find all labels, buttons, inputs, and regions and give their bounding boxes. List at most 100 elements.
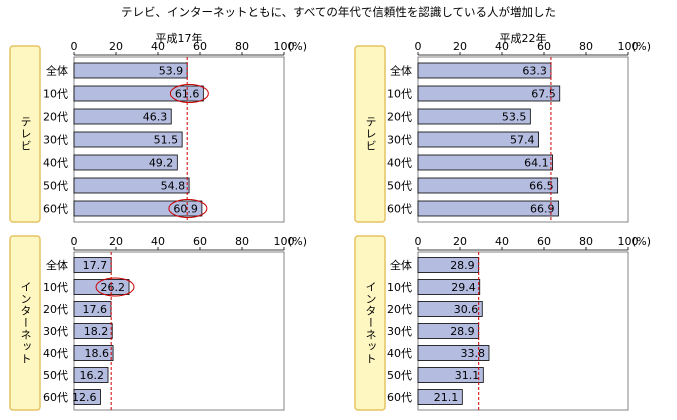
bar-value-label-1-3: 57.4 [510, 134, 535, 147]
x-tick-label-1-4: 80 [579, 40, 593, 53]
category-label-2-1: 10代 [43, 281, 68, 294]
x-tick-label-3-1: 20 [453, 235, 467, 248]
bar-value-label-2-3: 18.2 [84, 325, 109, 338]
category-label-2-6: 60代 [43, 391, 68, 404]
x-tick-label-0-3: 60 [193, 40, 207, 53]
category-label-3-1: 10代 [387, 281, 412, 294]
bar-value-label-2-0: 17.7 [83, 259, 108, 272]
bar-value-label-2-4: 18.6 [85, 347, 110, 360]
bar-value-label-2-6: 12.6 [72, 391, 97, 404]
group-label-box-2 [9, 235, 41, 411]
x-tick-label-0-5: 100 [274, 40, 295, 53]
bar-value-label-2-1: 26.2 [101, 281, 126, 294]
bar-2-3 [73, 323, 113, 339]
bar-value-label-3-1: 29.4 [451, 281, 476, 294]
x-tick-label-2-4: 80 [235, 235, 249, 248]
bar-2-1 [73, 279, 130, 295]
category-label-3-4: 40代 [387, 347, 412, 360]
x-unit-3: (%) [632, 235, 651, 248]
x-tick-label-1-1: 20 [453, 40, 467, 53]
bar-3-5 [417, 367, 484, 383]
bar-3-6 [417, 389, 463, 405]
bar-value-label-0-3: 51.5 [154, 134, 179, 147]
bar-value-label-1-5: 66.5 [529, 180, 554, 193]
x-tick-label-0-2: 40 [151, 40, 165, 53]
category-label-2-5: 50代 [43, 369, 68, 382]
highlight-ellipse-0-1 [169, 84, 209, 103]
category-label-0-4: 40代 [43, 157, 68, 170]
bar-1-2 [417, 108, 531, 125]
bar-value-label-1-0: 63.3 [522, 65, 547, 78]
bar-value-label-1-2: 53.5 [502, 111, 527, 124]
x-tick-label-0-1: 20 [109, 40, 123, 53]
category-label-3-0: 全体 [390, 258, 412, 272]
bar-2-5 [73, 367, 109, 383]
x-tick-label-3-4: 80 [579, 235, 593, 248]
bar-1-0 [417, 62, 552, 79]
category-label-1-6: 60代 [387, 203, 412, 216]
group-label-1: テレビ [364, 116, 377, 152]
group-label-0: テレビ [19, 116, 32, 152]
highlight-ellipse-0-6 [168, 199, 208, 218]
bar-value-label-0-0: 53.9 [159, 65, 184, 78]
category-label-3-5: 50代 [387, 369, 412, 382]
bar-value-label-3-3: 28.9 [450, 325, 475, 338]
bar-3-2 [417, 301, 483, 317]
x-tick-label-2-1: 20 [109, 235, 123, 248]
group-label-box-0 [9, 45, 41, 223]
bar-value-label-3-5: 31.1 [455, 369, 480, 382]
category-label-1-5: 50代 [387, 180, 412, 193]
x-tick-label-3-5: 100 [618, 235, 639, 248]
category-label-1-1: 10代 [387, 88, 412, 101]
bar-0-2 [73, 108, 172, 125]
highlight-ellipse-2-1 [95, 277, 135, 297]
chart-title-0: 平成17年 [156, 31, 203, 45]
x-tick-label-3-2: 40 [495, 235, 509, 248]
category-label-3-6: 60代 [387, 391, 412, 404]
bar-value-label-1-1: 67.5 [531, 88, 556, 101]
bar-value-label-2-2: 17.6 [82, 303, 107, 316]
bar-3-1 [417, 279, 481, 295]
category-label-2-0: 全体 [46, 258, 68, 272]
category-label-1-2: 20代 [387, 111, 412, 124]
x-tick-label-3-0: 0 [415, 235, 422, 248]
chart-title-1: 平成22年 [500, 31, 547, 45]
bar-value-label-3-2: 30.6 [454, 303, 479, 316]
bar-0-3 [73, 131, 183, 148]
category-label-0-3: 30代 [43, 134, 68, 147]
bar-2-6 [73, 389, 101, 405]
category-label-3-2: 20代 [387, 303, 412, 316]
x-tick-label-1-5: 100 [618, 40, 639, 53]
bar-value-label-3-6: 21.1 [434, 391, 459, 404]
group-label-3: インターネット [364, 281, 377, 365]
bar-3-3 [417, 323, 480, 339]
x-tick-label-1-3: 60 [537, 40, 551, 53]
category-label-0-1: 10代 [43, 88, 68, 101]
bar-1-5 [417, 177, 559, 194]
bar-3-4 [417, 345, 490, 361]
category-label-0-0: 全体 [46, 64, 68, 78]
category-label-2-4: 40代 [43, 347, 68, 360]
x-tick-label-2-5: 100 [274, 235, 295, 248]
x-tick-label-1-2: 40 [495, 40, 509, 53]
bar-0-4 [73, 154, 178, 171]
x-unit-1: (%) [632, 40, 651, 53]
bar-value-label-0-4: 49.2 [149, 157, 174, 170]
bar-value-label-3-0: 28.9 [450, 259, 475, 272]
bar-1-6 [417, 200, 559, 217]
category-label-1-0: 全体 [390, 64, 412, 78]
main-title: テレビ、インターネットともに、すべての年代で信頼性を認識している人が増加した [120, 5, 557, 19]
bar-value-label-0-2: 46.3 [143, 111, 168, 124]
x-unit-2: (%) [288, 235, 307, 248]
category-label-0-5: 50代 [43, 180, 68, 193]
bar-value-label-3-4: 33.8 [460, 347, 485, 360]
group-label-2: インターネット [19, 281, 32, 365]
bar-1-4 [417, 154, 554, 171]
x-tick-label-3-3: 60 [537, 235, 551, 248]
bar-1-3 [417, 131, 539, 148]
category-label-2-3: 30代 [43, 325, 68, 338]
bar-value-label-2-5: 16.2 [80, 369, 105, 382]
x-tick-label-0-4: 80 [235, 40, 249, 53]
x-tick-label-2-0: 0 [71, 235, 78, 248]
